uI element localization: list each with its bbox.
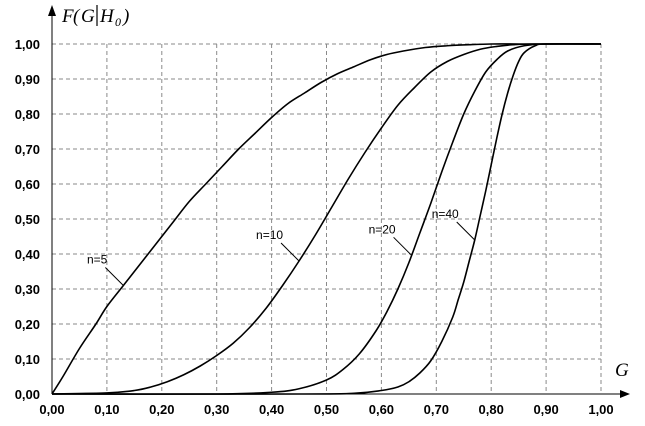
y-tick-label: 0,80 xyxy=(15,107,40,122)
y-tick-label: 0,50 xyxy=(15,212,40,227)
x-tick-label: 1,00 xyxy=(588,402,613,417)
series-line-1 xyxy=(51,43,601,395)
curves xyxy=(51,43,602,395)
x-axis-arrow xyxy=(620,390,630,398)
x-tick-label: 0,70 xyxy=(424,402,449,417)
x-tick-label: 0,10 xyxy=(94,402,119,417)
y-axis-arrow xyxy=(48,5,56,16)
series-leader-2 xyxy=(280,242,300,262)
x-tick-label: 0,30 xyxy=(204,402,229,417)
grid xyxy=(52,43,602,394)
series-label-2: n=10 xyxy=(256,228,283,242)
x-tick-label: 0,90 xyxy=(533,402,558,417)
y-tick-label: 0,00 xyxy=(15,387,40,402)
x-tick-label: 0,80 xyxy=(479,402,504,417)
y-axis-label-cond: H xyxy=(99,6,115,27)
series-line-2 xyxy=(51,43,602,395)
y-axis-label-main: F xyxy=(61,6,74,27)
y-axis-label-sub: 0 xyxy=(115,15,121,29)
x-axis-label: G xyxy=(615,360,629,381)
y-tick-label: 0,40 xyxy=(15,247,40,262)
y-tick-label: 0,20 xyxy=(15,317,40,332)
x-tick-label: 0,50 xyxy=(314,402,339,417)
series-label-1: n=5 xyxy=(87,253,108,267)
series-line-4 xyxy=(51,43,602,395)
y-tick-label: 0,60 xyxy=(15,177,40,192)
y-tick-label: 0,70 xyxy=(15,142,40,157)
series-labels: n=5 n=10 n=20 n=40 xyxy=(87,207,476,286)
x-tick-label: 0,60 xyxy=(369,402,394,417)
series-label-3: n=20 xyxy=(369,222,396,236)
x-tick-label: 0,20 xyxy=(149,402,174,417)
y-tick-label: 1,00 xyxy=(15,37,40,52)
y-axis-label-paren-open: ( xyxy=(73,6,81,27)
y-axis-label-paren-close: ) xyxy=(122,6,129,27)
tick-labels: 0,00 0,10 0,20 0,30 0,40 0,50 0,60 0,70 0,80 0,90… xyxy=(15,37,614,417)
y-axis-label: F ( G H 0 ) xyxy=(61,5,129,29)
series-leader-4 xyxy=(456,221,476,241)
y-tick-label: 0,10 xyxy=(15,352,40,367)
y-tick-label: 0,90 xyxy=(15,72,40,87)
x-tick-label: 0,00 xyxy=(39,402,64,417)
y-tick-label: 0,30 xyxy=(15,282,40,297)
series-label-4: n=40 xyxy=(432,207,459,221)
series-line-3 xyxy=(51,43,602,395)
axes xyxy=(48,5,630,398)
series-leader-1 xyxy=(105,267,124,286)
series-leader-3 xyxy=(393,236,412,256)
x-tick-label: 0,40 xyxy=(259,402,284,417)
y-axis-label-arg: G xyxy=(81,6,95,27)
